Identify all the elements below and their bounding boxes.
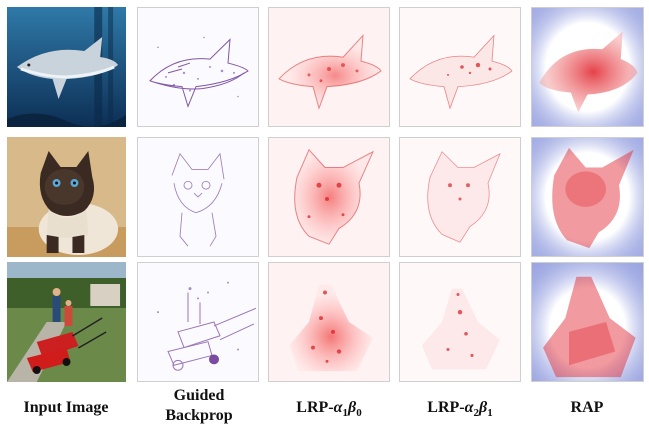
lrp2-beta: β — [478, 399, 488, 416]
rap-cat — [531, 137, 644, 257]
column-label-lrp-a2b1: LRP-α2β1 — [397, 398, 523, 423]
lrp-a1b0-lawnmower — [268, 262, 390, 382]
lrp-a1b0-shark — [268, 7, 390, 127]
lrp1-beta-sub: 0 — [356, 407, 362, 420]
lrp-a2b1-cat — [399, 137, 521, 257]
lrp-a2b1-shark — [399, 7, 521, 127]
lrp1-alpha-sub: 1 — [342, 407, 348, 420]
lrp2-alpha: α — [464, 399, 474, 416]
lrp1-alpha: α — [333, 399, 343, 416]
input-image-shark — [7, 7, 126, 127]
column-label-guided-line2: Backprop — [165, 407, 233, 424]
rap-shark — [531, 7, 644, 127]
column-label-rap: RAP — [570, 399, 604, 416]
lrp2-alpha-sub: 2 — [473, 407, 479, 420]
input-image-cat — [7, 137, 126, 257]
guided-backprop-shark — [137, 7, 259, 127]
column-label-guided-line1: Guided — [173, 387, 225, 404]
lrp-a1b0-cat — [268, 137, 390, 257]
lrp2-prefix: LRP- — [427, 399, 465, 416]
lrp2-beta-sub: 1 — [487, 407, 493, 420]
rap-lawnmower — [531, 262, 644, 382]
column-label-lrp-a1b0: LRP-α1β0 — [266, 398, 392, 423]
column-label-input-image: Input Image — [23, 399, 109, 416]
lrp1-beta: β — [347, 399, 357, 416]
guided-backprop-lawnmower — [137, 262, 259, 382]
input-image-lawnmower — [7, 262, 126, 382]
lrp1-prefix: LRP- — [296, 399, 334, 416]
guided-backprop-cat — [137, 137, 259, 257]
column-label-guided-backprop: Guided Backprop — [136, 386, 262, 426]
lrp-a2b1-lawnmower — [399, 262, 521, 382]
